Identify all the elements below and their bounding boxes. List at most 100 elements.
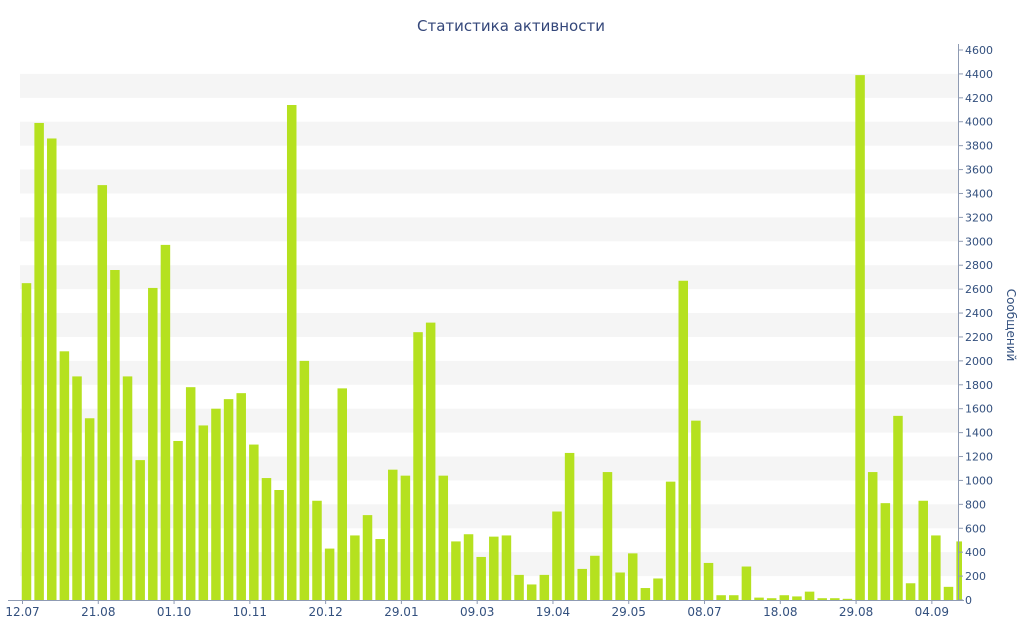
y-tick-label: 3800 xyxy=(965,140,993,153)
bar xyxy=(627,553,638,600)
y-tick-label: 800 xyxy=(965,498,986,511)
x-tick-label: 04.09 xyxy=(915,605,949,619)
bar xyxy=(72,376,82,600)
bar xyxy=(855,75,865,600)
bar xyxy=(514,574,524,600)
x-tick-label: 10.11 xyxy=(233,605,267,619)
bar xyxy=(97,185,108,600)
bar xyxy=(21,283,32,600)
bar xyxy=(489,536,499,600)
bar xyxy=(375,539,385,600)
grid-band xyxy=(20,360,958,385)
chart-title: Статистика активности xyxy=(417,17,605,35)
bar xyxy=(526,584,537,600)
bar xyxy=(741,566,752,600)
bar xyxy=(590,555,600,600)
bar xyxy=(842,598,853,600)
bar xyxy=(274,490,284,600)
bar xyxy=(261,478,272,600)
y-tick-label: 4600 xyxy=(965,44,993,57)
y-tick-label: 4000 xyxy=(965,116,993,129)
bar xyxy=(956,541,962,600)
bar xyxy=(198,425,209,600)
bar xyxy=(943,586,954,600)
y-tick-label: 2800 xyxy=(965,259,993,272)
y-tick-label: 2400 xyxy=(965,307,993,320)
grid-bands xyxy=(20,73,958,577)
bar xyxy=(830,598,840,600)
y-tick-label: 0 xyxy=(965,594,972,607)
y-axis-title: Сообщений xyxy=(1004,289,1018,362)
bar xyxy=(653,578,663,600)
bar xyxy=(665,481,676,600)
bar xyxy=(84,418,95,600)
bar xyxy=(337,388,347,600)
y-tick-label: 2600 xyxy=(965,283,993,296)
y-tick-label: 200 xyxy=(965,570,986,583)
y-tick-label: 3000 xyxy=(965,235,993,248)
grid-band xyxy=(20,217,958,242)
bar xyxy=(691,420,701,600)
x-tick-label: 19.04 xyxy=(536,605,570,619)
y-tick-label: 4200 xyxy=(965,92,993,105)
bar xyxy=(729,595,739,600)
bar xyxy=(602,472,613,600)
x-tick-label: 18.08 xyxy=(763,605,797,619)
bar xyxy=(362,515,373,600)
bar xyxy=(893,415,903,600)
x-tick-label: 29.01 xyxy=(384,605,418,619)
y-tick-label: 1400 xyxy=(965,427,993,440)
bar xyxy=(716,595,726,600)
bar xyxy=(754,597,764,600)
bar xyxy=(148,287,158,600)
y-tick-label: 3200 xyxy=(965,211,993,224)
bar xyxy=(400,475,411,600)
x-tick-label: 09.03 xyxy=(460,605,494,619)
bar xyxy=(388,469,398,600)
bar xyxy=(539,574,550,600)
bar xyxy=(59,351,70,600)
bar xyxy=(413,332,423,600)
bar xyxy=(779,595,790,600)
y-tick-label: 3600 xyxy=(965,164,993,177)
bar xyxy=(249,444,259,600)
bar xyxy=(766,598,777,600)
bar xyxy=(223,399,234,600)
y-tick-label: 3400 xyxy=(965,187,993,200)
bar xyxy=(804,591,815,600)
x-tick-label: 12.07 xyxy=(5,605,39,619)
bar xyxy=(577,568,587,600)
bar xyxy=(324,548,335,600)
bar xyxy=(463,534,474,600)
bar xyxy=(110,270,120,600)
bar xyxy=(173,440,183,600)
bar xyxy=(425,322,436,600)
grid-band xyxy=(20,169,958,194)
y-tick-label: 1800 xyxy=(965,379,993,392)
bar xyxy=(867,472,878,600)
axes-group: 0 200 400 600 800 1000 1200 1400 1600 1800 2000 220… xyxy=(5,44,993,619)
bar xyxy=(160,244,171,601)
grid-band xyxy=(20,265,958,290)
bar xyxy=(476,556,486,600)
x-tick-label: 29.08 xyxy=(839,605,873,619)
bar xyxy=(122,376,133,600)
bar xyxy=(185,387,196,600)
bar xyxy=(792,596,802,600)
bar xyxy=(703,562,714,600)
bar xyxy=(451,541,461,600)
bar xyxy=(299,360,310,600)
x-tick-label: 20.12 xyxy=(308,605,342,619)
bar xyxy=(34,122,44,600)
grid-band xyxy=(20,408,958,433)
y-tick-label: 1600 xyxy=(965,403,993,416)
bar xyxy=(918,500,928,600)
y-tick-label: 2000 xyxy=(965,355,993,368)
bar xyxy=(312,500,322,600)
y-tick-label: 2200 xyxy=(965,331,993,344)
grid-band xyxy=(20,313,958,337)
y-tick-label: 1000 xyxy=(965,474,993,487)
bar xyxy=(615,572,625,600)
bar xyxy=(931,535,941,600)
